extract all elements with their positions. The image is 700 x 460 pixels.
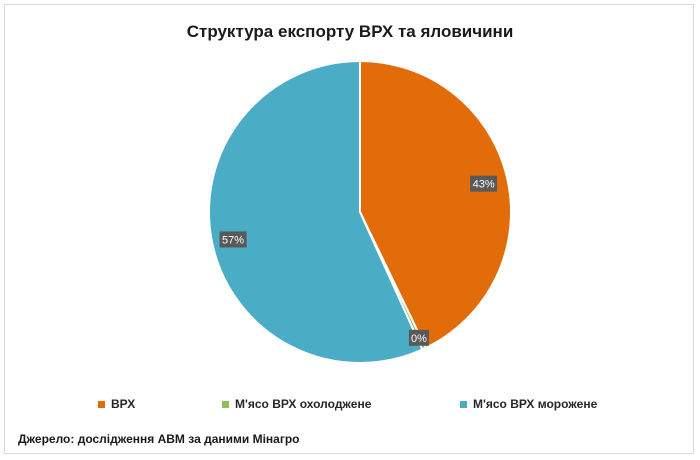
source-note: Джерело: дослідження АВМ за даними Мінаг… bbox=[18, 432, 300, 446]
legend-swatch-frozen-beef bbox=[460, 400, 467, 408]
data-label-chilled-beef: 0% bbox=[408, 329, 429, 346]
data-label-text-chilled-beef: 0% bbox=[411, 333, 427, 345]
pie-slice-frozen-beef bbox=[208, 59, 424, 364]
legend: ВРХ М'ясо ВРХ охолоджене М'ясо ВРХ морож… bbox=[0, 397, 700, 413]
data-label-box-vrh bbox=[470, 175, 498, 192]
data-label-box-chilled-beef bbox=[408, 329, 429, 346]
data-label-frozen-beef: 57% bbox=[219, 231, 247, 248]
legend-label-frozen-beef: М'ясо ВРХ морожене bbox=[473, 397, 598, 411]
legend-label-vrh: ВРХ bbox=[111, 397, 136, 411]
data-label-text-frozen-beef: 57% bbox=[222, 234, 244, 246]
legend-swatch-chilled-beef bbox=[222, 400, 229, 408]
legend-item-vrh: ВРХ bbox=[98, 397, 135, 411]
legend-item-chilled-beef: М'ясо ВРХ охолоджене bbox=[222, 397, 371, 411]
data-label-vrh: 43% bbox=[470, 175, 498, 192]
data-label-box-frozen-beef bbox=[219, 231, 247, 248]
legend-item-frozen-beef: М'ясо ВРХ морожене bbox=[460, 397, 597, 411]
legend-label-chilled-beef: М'ясо ВРХ охолоджене bbox=[235, 397, 372, 411]
data-label-text-vrh: 43% bbox=[473, 179, 495, 191]
pie-slice-vrh bbox=[359, 59, 512, 350]
chart-title: Структура експорту ВРХ та яловичини bbox=[186, 22, 514, 41]
legend-swatch-vrh bbox=[98, 400, 105, 408]
